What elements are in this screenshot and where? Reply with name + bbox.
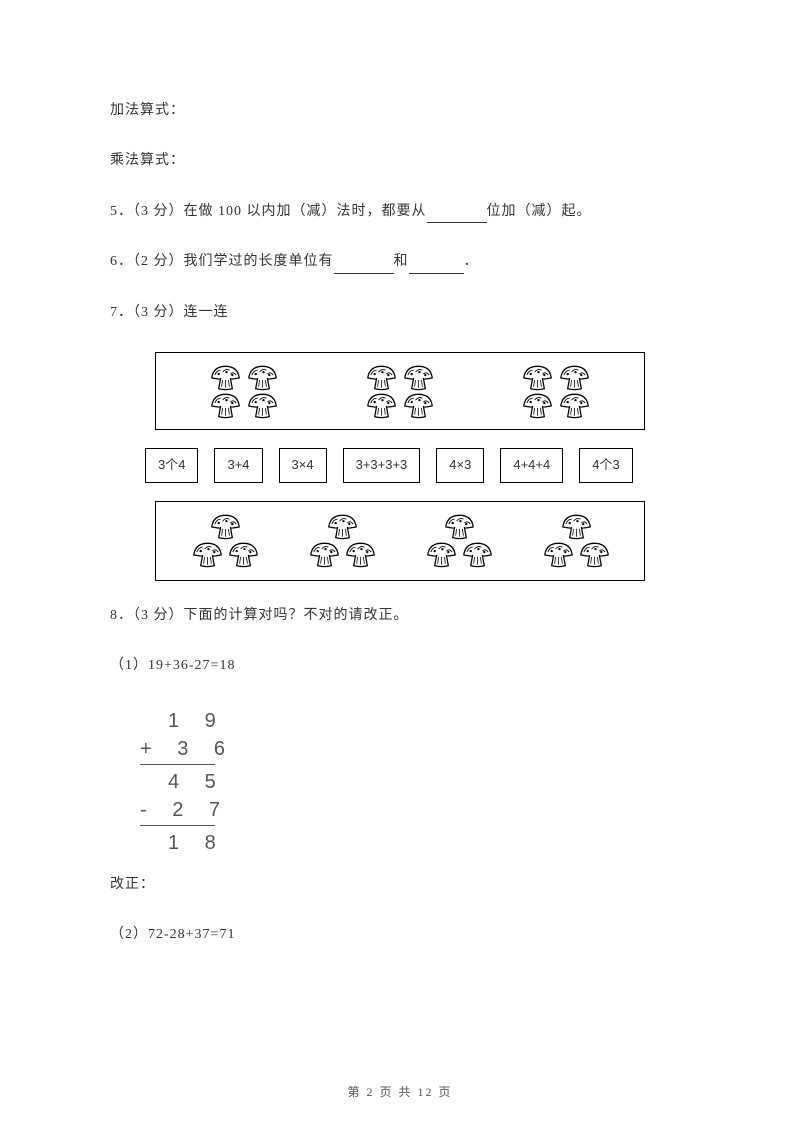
blank-field[interactable] (427, 207, 487, 223)
expression-box: 3个4 (145, 448, 198, 483)
blank-field[interactable] (409, 258, 464, 274)
mushroom-box-top (155, 352, 645, 430)
question-5: 5．（3 分）在做 100 以内加（减）法时，都要从 位加（减）起。 (110, 201, 690, 223)
question-8-part2: （2）72-28+37=71 (110, 924, 690, 946)
calc-line: + 3 6 (140, 734, 690, 762)
expression-box: 4×3 (436, 448, 484, 483)
mushroom-group (420, 512, 498, 570)
mushroom-group (537, 512, 615, 570)
expression-box: 4+4+4 (500, 448, 563, 483)
vertical-calculation: 1 9 + 3 6 4 5 - 2 7 1 8 (140, 706, 690, 856)
mushroom-group (303, 512, 381, 570)
question-6: 6．（2 分）我们学过的长度单位有 和 ． (110, 251, 690, 273)
q5-text-b: 位加（减）起。 (487, 204, 592, 219)
question-8: 8．（3 分）下面的计算对吗？不对的请改正。 (110, 605, 690, 627)
multiplication-label: 乘法算式： (110, 150, 690, 172)
mushroom-group (520, 363, 592, 419)
calc-line: - 2 7 (140, 795, 690, 823)
q5-text-a: 5．（3 分）在做 100 以内加（减）法时，都要从 (110, 204, 427, 219)
mushroom-group (364, 363, 436, 419)
q6-text-c: ． (464, 254, 479, 269)
expression-box: 3+4 (214, 448, 262, 483)
calc-rule (140, 825, 215, 826)
question-8-part1: （1）19+36-27=18 (110, 655, 690, 677)
question-7: 7．（3 分）连一连 (110, 302, 690, 324)
calc-line: 1 9 (140, 706, 690, 734)
mushroom-box-bottom (155, 501, 645, 581)
expression-row: 3个4 3+4 3×4 3+3+3+3 4×3 4+4+4 4个3 (145, 448, 690, 483)
page-footer: 第 2 页 共 12 页 (0, 1083, 800, 1102)
correction-label: 改正： (110, 874, 690, 896)
expression-box: 3+3+3+3 (343, 448, 421, 483)
q6-text-b: 和 (394, 254, 409, 269)
calc-rule (140, 764, 215, 765)
footer-text: 第 2 页 共 12 页 (347, 1085, 452, 1099)
q6-text-a: 6．（2 分）我们学过的长度单位有 (110, 254, 334, 269)
expression-box: 4个3 (579, 448, 632, 483)
addition-label: 加法算式： (110, 100, 690, 122)
mushroom-group (208, 363, 280, 419)
blank-field[interactable] (334, 258, 394, 274)
calc-line: 4 5 (140, 767, 690, 795)
expression-box: 3×4 (279, 448, 327, 483)
calc-line: 1 8 (140, 828, 690, 856)
mushroom-group (186, 512, 264, 570)
